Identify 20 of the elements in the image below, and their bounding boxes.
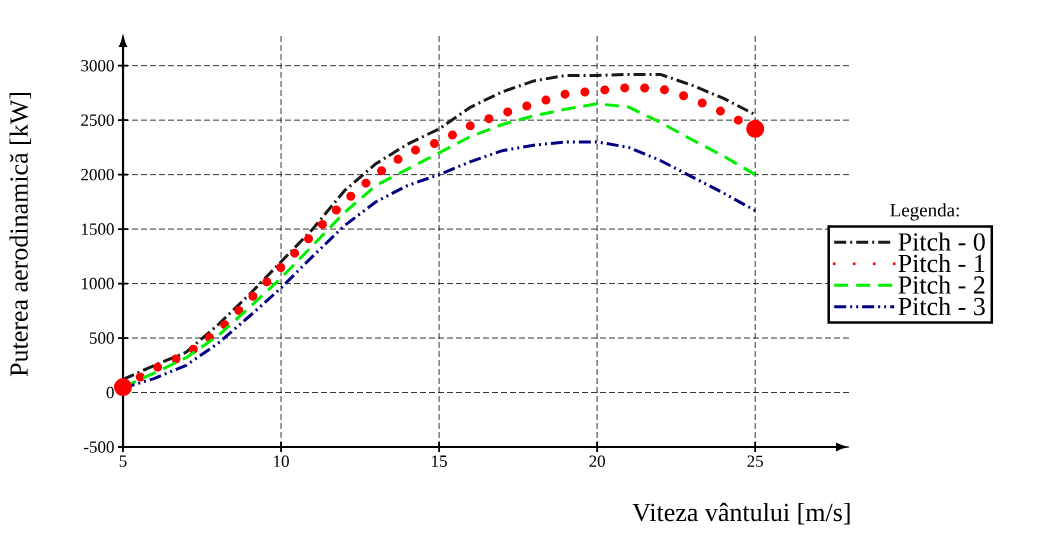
x-tick-label: 15 [432,455,447,467]
y-tick-label: 2000 [81,168,114,181]
legend-title: Legenda: [890,203,959,221]
y-tick-label: 2500 [81,114,114,126]
y-tick-label: -500 [83,441,114,453]
legend-label: Pitch - 2 [898,275,985,294]
x-tick-label: 25 [747,455,764,467]
legend-label: Pitch - 3 [898,297,985,316]
x-axis-title: Viteza vântului [m/s] [632,502,850,525]
y-tick-label: 3000 [81,59,114,72]
x-tick-label: 5 [119,455,127,467]
y-tick-label: 500 [89,332,114,344]
legend-label: Pitch - 0 [898,232,985,251]
y-tick-label: 1500 [81,223,114,235]
legend-label: Pitch - 1 [898,253,985,273]
y-tick-label: 1000 [81,277,114,290]
x-tick-label: 20 [589,455,605,467]
y-tick-label: 0 [106,386,114,399]
y-axis-title: Puterea aerodinamică [kW] [9,92,32,377]
x-tick-label: 10 [274,455,289,467]
